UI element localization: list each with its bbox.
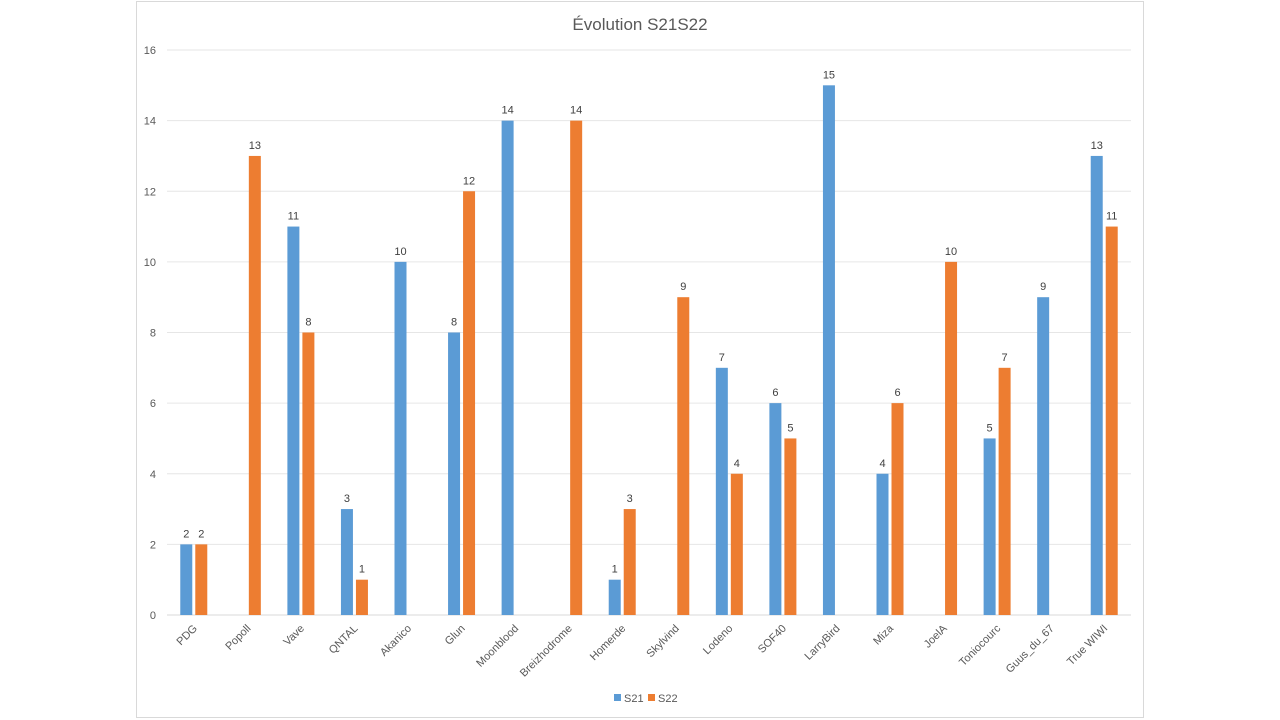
bar-s22-true-wiwi [1105, 226, 1118, 615]
data-label: 8 [305, 317, 311, 329]
gridlines [167, 49, 1131, 616]
data-label: 1 [612, 564, 618, 576]
y-tick-label: 12 [144, 186, 156, 198]
y-tick-label: 16 [144, 45, 156, 57]
bar-s22-lodeno [730, 473, 743, 615]
y-tick-label: 2 [150, 539, 156, 551]
bar-s22-breizhodrome [570, 120, 583, 615]
legend: S21 S22 [614, 693, 678, 705]
category-label: Glun [443, 623, 468, 648]
category-label: Breizhodrome [518, 623, 575, 680]
data-label: 5 [987, 422, 993, 434]
data-label: 8 [451, 317, 457, 329]
data-label: 4 [879, 458, 885, 470]
bars [180, 85, 1118, 615]
bar-s22-popoll [248, 155, 261, 615]
bar-s21-true-wiwi [1090, 155, 1103, 615]
bar-s22-toniocourc [998, 367, 1011, 615]
category-label: SOF40 [756, 623, 789, 656]
data-label: 13 [1091, 140, 1103, 152]
data-label: 12 [463, 175, 475, 187]
category-labels: PDG Popoll Vave QNTAL Akanico Glun MoonbloodBr… [175, 622, 1111, 680]
y-tick-label: 0 [150, 610, 156, 622]
data-label: 10 [394, 246, 406, 258]
bar-s21-lodeno [715, 367, 728, 615]
y-tick-label: 14 [144, 116, 156, 128]
category-label: JoelA [922, 622, 950, 650]
data-label: 11 [288, 211, 299, 223]
data-label: 7 [719, 352, 725, 364]
data-label: 13 [249, 140, 261, 152]
bar-s22-vave [302, 332, 315, 615]
category-label: Toniocourc [957, 622, 1003, 668]
y-tick-label: 4 [150, 469, 156, 481]
legend-swatch-s22 [648, 694, 655, 701]
data-label: 14 [501, 105, 513, 117]
data-label: 4 [734, 458, 740, 470]
bar-s21-akanico [394, 261, 407, 615]
y-axis-ticks: 0 2 4 6 8 10 12 14 16 [144, 45, 156, 622]
bar-s22-skylvind [677, 297, 690, 615]
data-label: 1 [359, 564, 365, 576]
bar-s21-guus-du-67 [1037, 297, 1050, 615]
category-label: QNTAL [327, 623, 361, 657]
y-tick-label: 8 [150, 328, 156, 340]
bar-s21-homerde [608, 579, 621, 615]
bar-s22-pdg [195, 544, 208, 615]
bar-s22-miza [891, 403, 904, 615]
bar-s21-toniocourc [983, 438, 996, 615]
data-label: 9 [680, 281, 686, 293]
legend-swatch-s21 [614, 694, 621, 701]
category-label: Moonblood [474, 623, 521, 670]
category-label: Vave [281, 623, 307, 649]
bar-s22-joela [945, 261, 958, 615]
y-tick-label: 10 [144, 257, 156, 269]
category-label: Akanico [378, 623, 414, 659]
bar-s22-sof40 [784, 438, 797, 615]
category-label: Miza [871, 622, 897, 648]
bar-s21-glun [448, 332, 461, 615]
bar-s21-sof40 [769, 403, 782, 615]
category-label: Skylvind [644, 623, 681, 660]
bar-s21-pdg [180, 544, 193, 615]
category-label: Guus_du_67 [1004, 623, 1057, 676]
data-label: 2 [198, 528, 204, 540]
bar-s22-qntal [355, 579, 368, 615]
data-label: 9 [1040, 281, 1046, 293]
data-label: 3 [344, 493, 350, 505]
bar-s21-moonblood [501, 120, 514, 615]
data-label: 11 [1106, 211, 1117, 223]
data-label: 14 [570, 105, 582, 117]
bar-s22-homerde [623, 509, 636, 615]
category-label: PDG [175, 623, 200, 648]
category-label: LarryBird [803, 623, 843, 663]
data-label: 15 [823, 69, 835, 81]
bar-s21-vave [287, 226, 300, 615]
data-label: 6 [894, 387, 900, 399]
data-label: 10 [945, 246, 957, 258]
y-tick-label: 6 [150, 398, 156, 410]
bar-s21-larrybird [822, 85, 835, 615]
data-label: 5 [787, 422, 793, 434]
bar-s22-glun [463, 191, 476, 615]
chart-area: Évolution S21S22 0 2 4 6 8 10 12 14 16 2 2 13 11 8 3 1… [136, 1, 1144, 718]
category-label: Homerde [588, 623, 628, 663]
bar-s21-qntal [340, 509, 353, 615]
data-label: 3 [627, 493, 633, 505]
chart-title: Évolution S21S22 [572, 15, 707, 34]
category-label: True WIWI [1065, 623, 1110, 668]
bar-s21-miza [876, 473, 889, 615]
category-label: Lodeno [701, 623, 735, 657]
legend-label-s21: S21 [624, 693, 644, 705]
category-label: Popoll [223, 623, 253, 653]
data-label: 7 [1002, 352, 1008, 364]
legend-label-s22: S22 [658, 693, 678, 705]
data-label: 2 [183, 528, 189, 540]
data-label: 6 [772, 387, 778, 399]
